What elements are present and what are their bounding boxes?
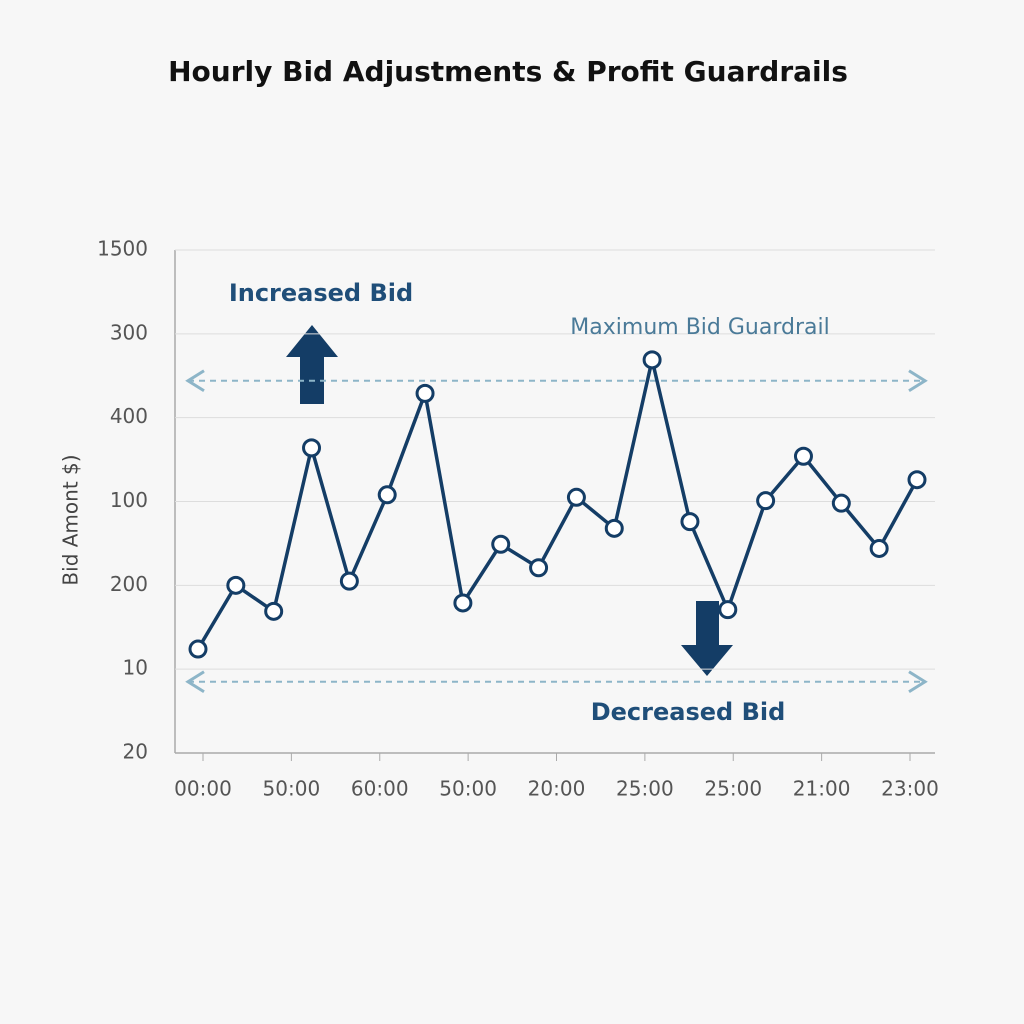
y-tick-label: 100 <box>110 488 148 512</box>
data-point <box>491 534 511 554</box>
data-point <box>680 512 700 532</box>
data-point <box>793 446 813 466</box>
x-tick-label: 50:00 <box>439 777 497 801</box>
data-point <box>188 639 208 659</box>
data-point <box>264 601 284 621</box>
x-tick-label: 25:00 <box>704 777 762 801</box>
up-arrow <box>286 325 338 404</box>
y-tick-label: 1500 <box>97 237 148 261</box>
data-point <box>718 600 738 620</box>
data-point <box>756 491 776 511</box>
data-point <box>415 383 435 403</box>
data-point <box>831 493 851 513</box>
x-tick-label: 20:00 <box>528 777 586 801</box>
data-point <box>377 485 397 505</box>
x-tick-label: 60:00 <box>351 777 409 801</box>
data-point <box>529 558 549 578</box>
y-tick-label: 300 <box>110 320 148 344</box>
x-tick-label: 00:00 <box>174 777 232 801</box>
data-point <box>339 571 359 591</box>
x-tick-label: 25:00 <box>616 777 674 801</box>
annotation: Increased Bid <box>229 279 413 307</box>
y-axis-label: Bid Amont $) <box>59 454 83 585</box>
series-line <box>196 358 919 650</box>
x-tick-label: 50:00 <box>263 777 321 801</box>
data-point <box>302 438 322 458</box>
data-point <box>907 470 927 490</box>
y-tick-label: 10 <box>123 656 148 680</box>
guardrail-label: Maximum Bid Guardrail <box>570 315 829 340</box>
down-arrow <box>681 601 733 676</box>
data-point <box>604 518 624 538</box>
annotation: Decreased Bid <box>591 698 786 726</box>
data-point <box>869 538 889 558</box>
y-tick-label: 20 <box>123 740 148 764</box>
data-point <box>226 575 246 595</box>
x-tick-label: 23:00 <box>881 777 939 801</box>
data-point <box>566 487 586 507</box>
chart-title: Hourly Bid Adjustments & Profit Guardrai… <box>168 55 848 88</box>
data-point <box>642 350 662 370</box>
x-tick-label: 21:00 <box>793 777 851 801</box>
y-tick-label: 200 <box>110 572 148 596</box>
data-point <box>453 593 473 613</box>
y-tick-label: 400 <box>110 404 148 428</box>
